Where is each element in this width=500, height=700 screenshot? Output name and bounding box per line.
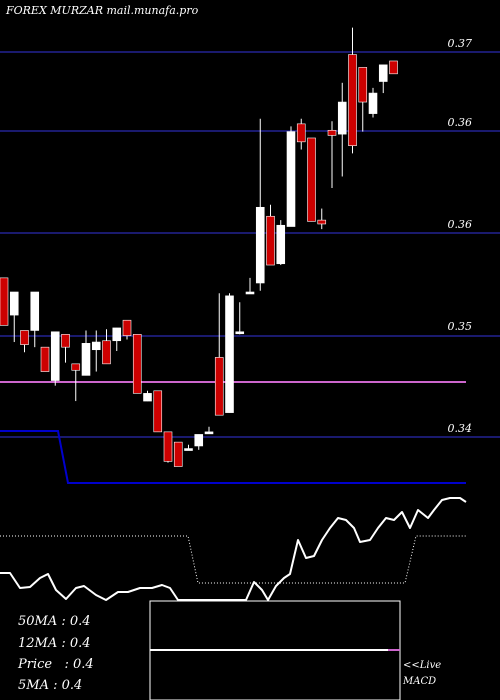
- candle-body-25: [255, 206, 265, 284]
- candle-body-4: [40, 346, 50, 372]
- ma50-name: 50MA: [18, 614, 58, 629]
- candle-body-22: [225, 295, 234, 413]
- candle-body-1: [9, 291, 19, 316]
- macd-label: MACD: [403, 676, 437, 687]
- candle-body-18: [184, 448, 193, 451]
- candle-body-36: [368, 92, 378, 114]
- candle-body-8: [81, 343, 91, 376]
- candle-body-15: [153, 390, 163, 433]
- candle-body-33: [337, 101, 347, 135]
- price-label-0: 0.37: [447, 37, 473, 50]
- candle-body-32: [327, 129, 337, 136]
- candle-body-12: [122, 319, 132, 336]
- macd-live-label: <<Live: [403, 660, 442, 671]
- candle-body-20: [204, 431, 214, 435]
- price-label-2: 0.36: [447, 218, 473, 231]
- ma50-value: : 0.4: [61, 614, 91, 629]
- price-value: : 0.4: [56, 657, 94, 672]
- chart-title: FOREX MURZAR mail.munafa.pro: [6, 4, 199, 17]
- candle-body-5: [50, 331, 60, 381]
- candle-body-14: [143, 393, 152, 402]
- price-label: Price : 0.4: [18, 657, 94, 672]
- ma5-value: : 0.4: [53, 678, 83, 693]
- ma12-value: : 0.4: [61, 636, 91, 651]
- candle-body-6: [61, 334, 70, 348]
- candle-body-0: [0, 277, 9, 326]
- ma5-name: 5MA: [18, 678, 49, 693]
- candle-body-13: [132, 334, 142, 394]
- candle-body-29: [296, 123, 306, 143]
- ma50-label: 50MA : 0.4: [18, 614, 91, 629]
- ma5-label: 5MA : 0.4: [18, 678, 82, 693]
- candle-body-28: [286, 131, 296, 227]
- candle-body-31: [317, 219, 327, 225]
- candle-body-16: [163, 431, 173, 462]
- candle-body-21: [214, 357, 224, 416]
- candle-body-17: [173, 441, 183, 467]
- ma12-name: 12MA: [18, 636, 58, 651]
- candle-body-27: [276, 224, 286, 265]
- candle-body-2: [20, 330, 29, 345]
- candle-body-10: [102, 340, 111, 365]
- price-label-4: 0.34: [447, 422, 473, 435]
- price-label-3: 0.35: [447, 320, 473, 333]
- candle-body-7: [71, 363, 81, 371]
- candle-body-34: [348, 54, 357, 146]
- price-name: Price: [18, 657, 53, 672]
- candle-body-23: [235, 331, 245, 335]
- candle-body-3: [30, 291, 40, 331]
- candle-body-35: [358, 67, 368, 103]
- candle-body-26: [266, 215, 275, 266]
- indicator-oscillator-line: [0, 497, 467, 601]
- candle-body-19: [194, 434, 204, 447]
- candle-body-30: [307, 137, 316, 222]
- ma12-label: 12MA : 0.4: [18, 636, 91, 651]
- candle-body-11: [112, 327, 122, 342]
- candle-body-38: [389, 60, 398, 75]
- price-label-1: 0.36: [447, 116, 473, 129]
- candle-body-37: [378, 64, 388, 82]
- candle-body-24: [245, 291, 255, 295]
- indicator-dotted-line: [0, 535, 466, 584]
- ma-blue-line: [0, 430, 466, 484]
- candle-body-9: [91, 341, 101, 351]
